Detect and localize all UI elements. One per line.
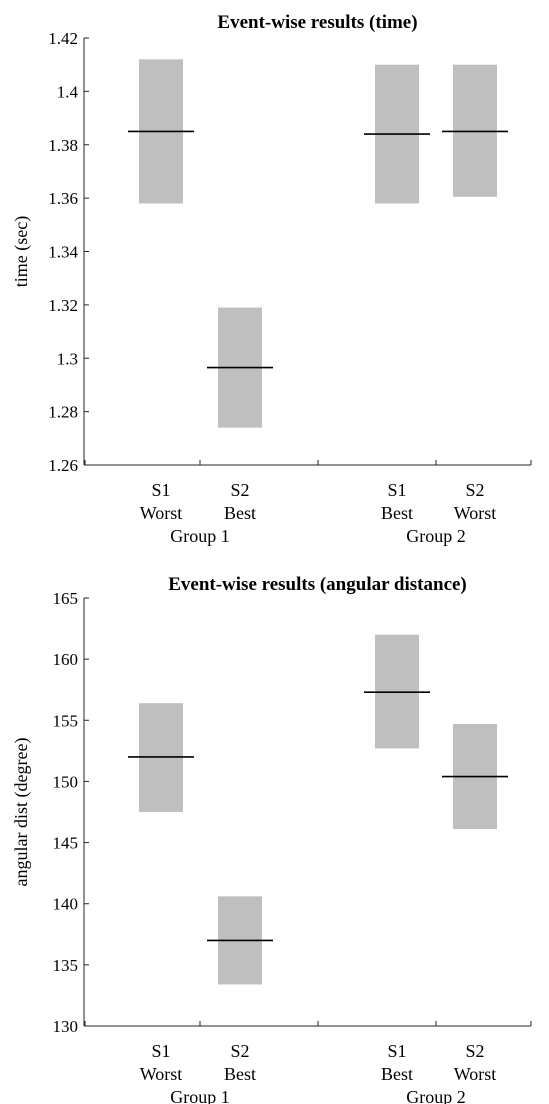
group-label: Group 2 bbox=[406, 1087, 466, 1104]
y-tick-label: 1.26 bbox=[48, 456, 78, 475]
y-axis-ticks: 1.26 1.28 1.3 1.32 1.34 1.36 1.38 1.4 1.42 bbox=[48, 29, 89, 475]
category-label-line2: Worst bbox=[454, 503, 497, 523]
group-label: Group 1 bbox=[170, 1087, 230, 1104]
y-tick-label: 1.38 bbox=[48, 136, 78, 155]
y-tick-label: 1.32 bbox=[48, 296, 78, 315]
category-label-line2: Best bbox=[381, 503, 413, 523]
y-tick-label: 1.42 bbox=[48, 29, 78, 48]
y-tick-label: 160 bbox=[53, 650, 79, 669]
category-label-line1: S2 bbox=[465, 1041, 484, 1061]
category-label-line2: Worst bbox=[140, 1064, 183, 1084]
y-tick-label: 135 bbox=[53, 956, 79, 975]
x-axis-labels: S1 Worst S2 Best S1 Best S2 Worst Group 1 Group 2 bbox=[140, 1041, 497, 1104]
category-label-line2: Best bbox=[381, 1064, 413, 1084]
data-bars bbox=[128, 59, 508, 428]
group-label: Group 1 bbox=[170, 526, 230, 546]
category-label-line2: Best bbox=[224, 503, 256, 523]
y-tick-label: 1.3 bbox=[57, 349, 78, 368]
x-axis-labels: S1 Worst S2 Best S1 Best S2 Worst Group 1 Group 2 bbox=[140, 480, 497, 546]
group-label: Group 2 bbox=[406, 526, 466, 546]
y-tick-label: 1.4 bbox=[57, 82, 79, 101]
data-bars bbox=[128, 634, 508, 985]
y-tick-label: 150 bbox=[53, 772, 79, 791]
category-label-line1: S1 bbox=[387, 480, 406, 500]
y-axis-label: time (sec) bbox=[11, 216, 32, 287]
category-label-line2: Best bbox=[224, 1064, 256, 1084]
category-label-line2: Worst bbox=[454, 1064, 497, 1084]
category-label-line1: S2 bbox=[230, 1041, 249, 1061]
y-axis-ticks: 130 135 140 145 150 155 160 165 bbox=[53, 589, 89, 1036]
category-label-line1: S1 bbox=[387, 1041, 406, 1061]
y-tick-label: 1.28 bbox=[48, 403, 78, 422]
category-label-line1: S1 bbox=[151, 480, 170, 500]
y-axis-label: angular dist (degree) bbox=[11, 738, 32, 887]
y-tick-label: 1.34 bbox=[48, 243, 78, 262]
axes bbox=[83, 598, 532, 1027]
y-tick-label: 140 bbox=[53, 895, 79, 914]
chart-title: Event-wise results (angular distance) bbox=[168, 574, 467, 595]
category-label-line1: S2 bbox=[465, 480, 484, 500]
angular-distance-chart: Event-wise results (angular distance) an… bbox=[11, 574, 532, 1104]
y-tick-label: 1.36 bbox=[48, 189, 78, 208]
y-tick-label: 130 bbox=[53, 1017, 79, 1036]
category-label-line2: Worst bbox=[140, 503, 183, 523]
category-label-line1: S1 bbox=[151, 1041, 170, 1061]
y-tick-label: 155 bbox=[53, 711, 79, 730]
y-tick-label: 145 bbox=[53, 834, 79, 853]
y-tick-label: 165 bbox=[53, 589, 79, 608]
axes bbox=[83, 38, 532, 466]
chart-title: Event-wise results (time) bbox=[217, 12, 417, 33]
time-chart: Event-wise results (time) time (sec) 1.2… bbox=[11, 12, 532, 546]
category-label-line1: S2 bbox=[230, 480, 249, 500]
